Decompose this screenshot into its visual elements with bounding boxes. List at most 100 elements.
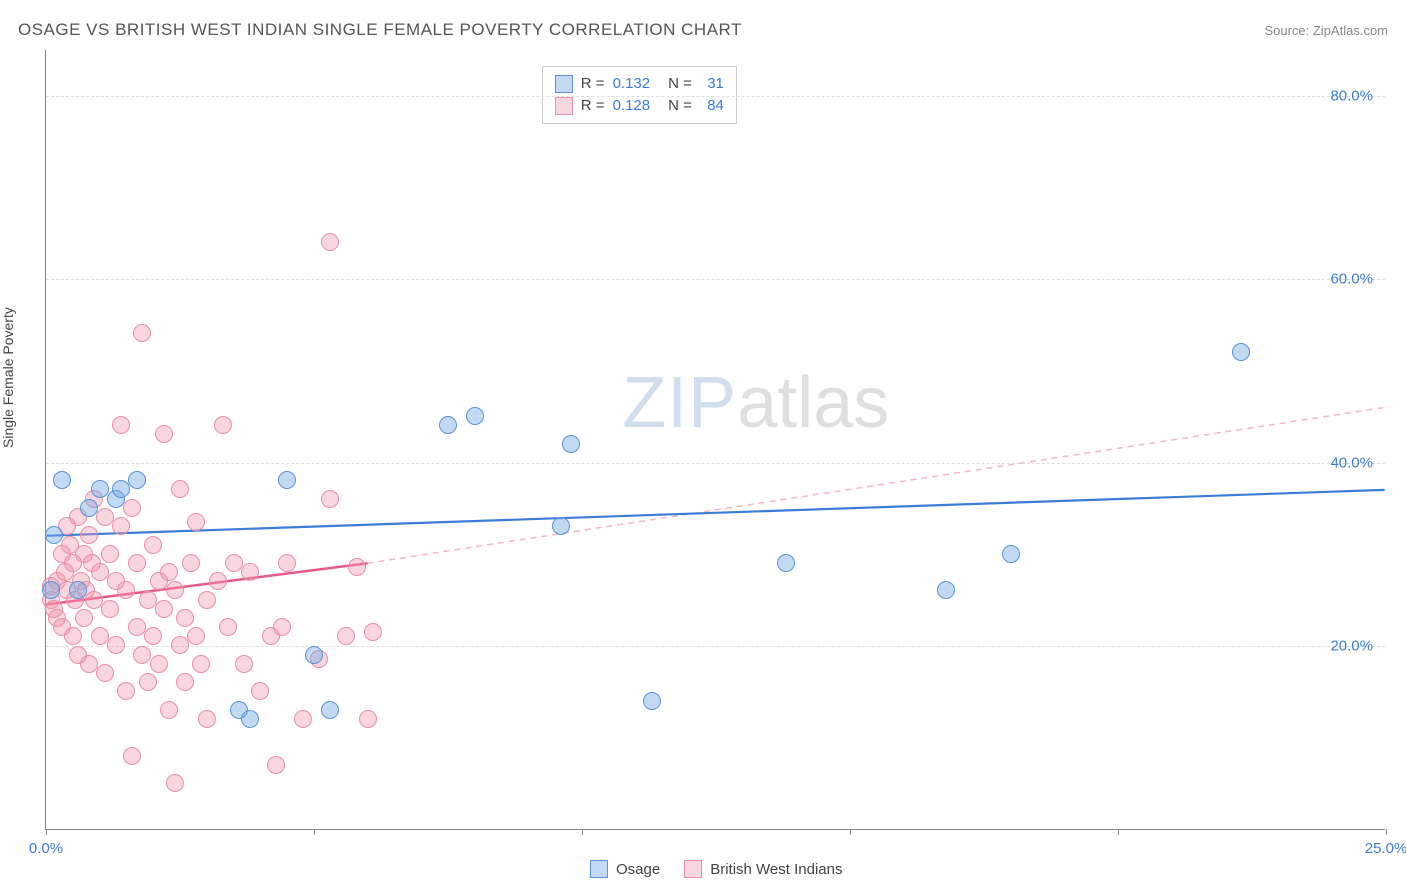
scatter-point-bwi (144, 627, 162, 645)
chart-title: OSAGE VS BRITISH WEST INDIAN SINGLE FEMA… (18, 20, 742, 40)
watermark: ZIPatlas (622, 362, 889, 444)
y-tick-label: 80.0% (1330, 87, 1373, 104)
scatter-point-bwi (112, 517, 130, 535)
legend-swatch (684, 860, 702, 878)
scatter-point-bwi (64, 627, 82, 645)
x-tick-label: 25.0% (1365, 840, 1406, 857)
legend-swatch (555, 75, 573, 93)
scatter-point-osage (80, 499, 98, 517)
legend-n-value: 84 (700, 97, 724, 114)
scatter-point-bwi (171, 480, 189, 498)
scatter-point-bwi (107, 636, 125, 654)
legend-n-label: N = (668, 75, 692, 92)
scatter-point-osage (643, 692, 661, 710)
legend-series-item: British West Indians (684, 860, 842, 878)
scatter-point-bwi (155, 425, 173, 443)
plot-area: ZIPatlas R =0.132N =31R =0.128N =84 20.0… (45, 50, 1385, 830)
scatter-point-bwi (364, 623, 382, 641)
scatter-point-bwi (337, 627, 355, 645)
scatter-point-bwi (166, 774, 184, 792)
legend-n-value: 31 (700, 75, 724, 92)
x-tick (582, 829, 583, 835)
scatter-point-bwi (235, 655, 253, 673)
x-tick (46, 829, 47, 835)
scatter-point-bwi (155, 600, 173, 618)
scatter-point-bwi (133, 324, 151, 342)
scatter-point-osage (241, 710, 259, 728)
scatter-point-osage (439, 416, 457, 434)
scatter-point-bwi (359, 710, 377, 728)
scatter-point-bwi (117, 581, 135, 599)
legend-series-label: Osage (616, 861, 660, 878)
scatter-point-bwi (150, 655, 168, 673)
scatter-point-bwi (112, 416, 130, 434)
legend-series-label: British West Indians (710, 861, 842, 878)
scatter-point-bwi (101, 600, 119, 618)
legend-stats: R =0.132N =31R =0.128N =84 (542, 66, 737, 124)
scatter-point-osage (69, 581, 87, 599)
x-tick (1118, 829, 1119, 835)
scatter-point-bwi (198, 710, 216, 728)
scatter-point-osage (321, 701, 339, 719)
scatter-point-bwi (273, 618, 291, 636)
scatter-point-bwi (321, 490, 339, 508)
x-tick (850, 829, 851, 835)
scatter-point-bwi (144, 536, 162, 554)
y-tick-label: 20.0% (1330, 638, 1373, 655)
scatter-point-osage (1232, 343, 1250, 361)
legend-r-label: R = (581, 75, 605, 92)
scatter-point-osage (45, 526, 63, 544)
scatter-point-bwi (321, 233, 339, 251)
scatter-point-osage (937, 581, 955, 599)
scatter-point-bwi (294, 710, 312, 728)
y-tick-label: 60.0% (1330, 271, 1373, 288)
legend-n-label: N = (668, 97, 692, 114)
scatter-point-bwi (182, 554, 200, 572)
scatter-point-bwi (166, 581, 184, 599)
scatter-point-bwi (80, 526, 98, 544)
scatter-point-bwi (267, 756, 285, 774)
x-tick (314, 829, 315, 835)
scatter-point-bwi (128, 554, 146, 572)
scatter-point-bwi (117, 682, 135, 700)
scatter-point-bwi (219, 618, 237, 636)
watermark-zip: ZIP (622, 363, 737, 443)
watermark-atlas: atlas (737, 363, 889, 443)
scatter-point-bwi (214, 416, 232, 434)
scatter-point-bwi (192, 655, 210, 673)
gridline (46, 279, 1385, 280)
legend-swatch (555, 97, 573, 115)
scatter-point-bwi (176, 609, 194, 627)
y-tick-label: 40.0% (1330, 454, 1373, 471)
source-label: Source: ZipAtlas.com (1264, 23, 1388, 38)
legend-r-label: R = (581, 97, 605, 114)
scatter-point-osage (112, 480, 130, 498)
scatter-point-osage (278, 471, 296, 489)
scatter-point-bwi (96, 664, 114, 682)
scatter-point-bwi (251, 682, 269, 700)
gridline (46, 463, 1385, 464)
scatter-point-bwi (278, 554, 296, 572)
trend-line (46, 490, 1384, 536)
scatter-point-osage (777, 554, 795, 572)
legend-swatch (590, 860, 608, 878)
scatter-point-bwi (101, 545, 119, 563)
scatter-point-bwi (187, 513, 205, 531)
legend-series: Osage British West Indians (590, 860, 842, 878)
scatter-point-osage (1002, 545, 1020, 563)
scatter-point-osage (42, 581, 60, 599)
scatter-point-osage (128, 471, 146, 489)
scatter-point-bwi (176, 673, 194, 691)
y-axis-label: Single Female Poverty (0, 307, 16, 448)
scatter-point-osage (53, 471, 71, 489)
chart-header: OSAGE VS BRITISH WEST INDIAN SINGLE FEMA… (18, 20, 1388, 40)
scatter-point-osage (562, 435, 580, 453)
gridline (46, 96, 1385, 97)
legend-r-value: 0.132 (613, 75, 651, 92)
scatter-point-bwi (139, 673, 157, 691)
x-tick (1386, 829, 1387, 835)
legend-series-item: Osage (590, 860, 660, 878)
trend-line (368, 407, 1385, 563)
scatter-point-bwi (209, 572, 227, 590)
scatter-point-bwi (198, 591, 216, 609)
